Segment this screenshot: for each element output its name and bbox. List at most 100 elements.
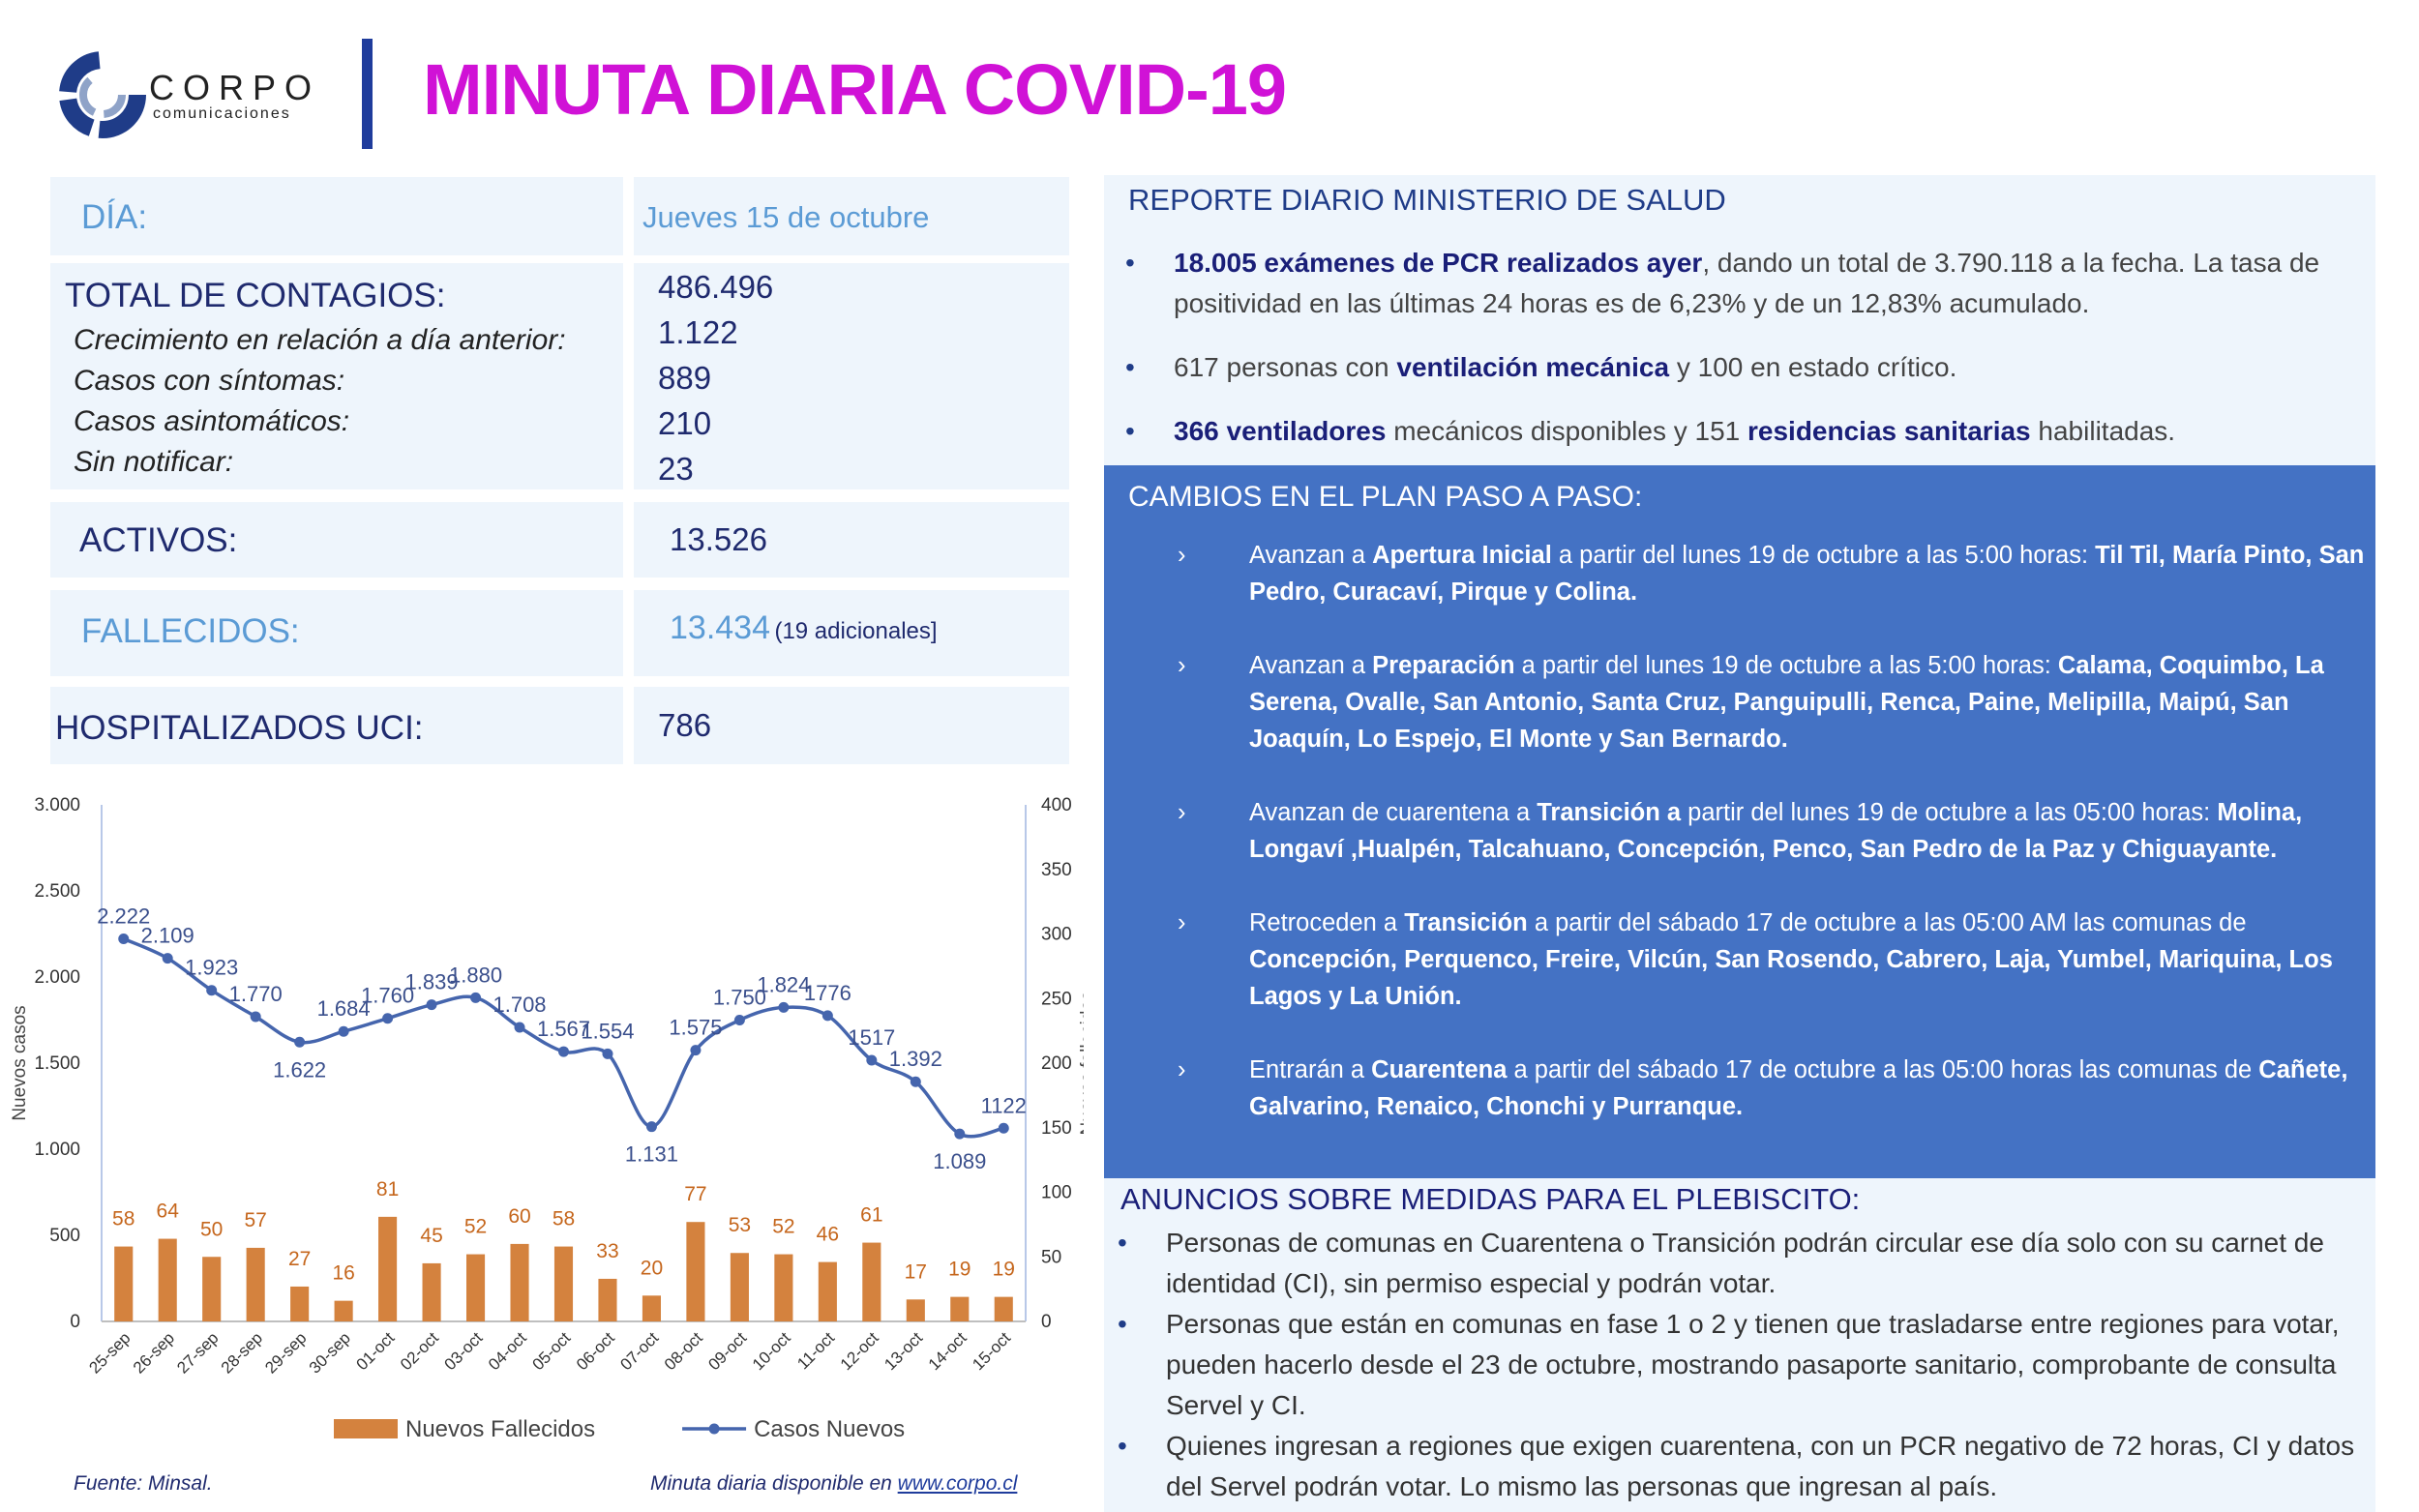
cell	[634, 590, 1069, 676]
logo-sub: comunicaciones	[153, 105, 291, 122]
divider	[362, 39, 373, 149]
value: 13.434	[670, 609, 770, 646]
chart: 0 500 1.000 1.500 2.000 2.500 3.000 0 50 100 150 20…	[10, 795, 1084, 1442]
bar	[598, 1278, 617, 1321]
text: Avanzan a	[1249, 542, 1373, 569]
bar	[158, 1238, 177, 1321]
detail-label: Casos asintomáticos:	[74, 405, 350, 437]
section-title: CAMBIOS EN EL PLAN PASO A PASO:	[1128, 481, 1643, 513]
cell	[634, 177, 1069, 255]
x-tick-label: 12-oct	[837, 1328, 882, 1374]
x-tick-label: 11-oct	[793, 1328, 838, 1373]
line-label: 1.750	[713, 986, 766, 1010]
cell	[634, 687, 1069, 764]
line-label: 1.708	[493, 993, 546, 1017]
bar-label: 17	[905, 1260, 927, 1283]
x-tick-label: 02-oct	[397, 1328, 442, 1374]
line-label: 1.770	[229, 982, 283, 1006]
line-label: 1776	[804, 981, 851, 1005]
y-tick-label: 3.000	[34, 795, 80, 815]
bar-label: 57	[244, 1209, 266, 1231]
line-point	[910, 1076, 921, 1087]
detail-value: 889	[658, 360, 712, 396]
line-point	[470, 992, 482, 1003]
y2-tick-label: 400	[1041, 795, 1072, 815]
line-point	[382, 1013, 394, 1024]
x-tick-label: 14-oct	[925, 1328, 971, 1374]
y2-tick-label: 150	[1041, 1118, 1072, 1139]
bar-label: 52	[464, 1216, 487, 1238]
bold-text: residencias sanitarias	[1747, 416, 2031, 446]
line-point	[162, 953, 173, 964]
bar-label: 81	[376, 1178, 399, 1201]
line-label: 1.880	[449, 963, 502, 987]
x-tick-label: 05-oct	[528, 1328, 574, 1374]
bar-label: 19	[948, 1259, 971, 1281]
report-section: REPORTE DIARIO MINISTERIO DE SALUD 18.00…	[1104, 175, 2375, 465]
label: HOSPITALIZADOS UCI:	[55, 709, 424, 747]
bold-text: Preparación	[1372, 652, 1515, 679]
detail-label: Sin notificar:	[74, 446, 234, 478]
cell	[634, 263, 1069, 489]
cell	[50, 502, 623, 578]
bullet: 18.005 exámenes de PCR realizados ayer, …	[1104, 243, 2356, 324]
section-title: ANUNCIOS SOBRE MEDIDAS PARA EL PLEBISCIT…	[1120, 1182, 1861, 1216]
bar-label: 61	[860, 1204, 882, 1227]
line-label: 1.824	[757, 972, 810, 996]
bar-label: 16	[332, 1262, 354, 1285]
bold-text: Transición a	[1537, 799, 1682, 826]
plebiscito-section: ANUNCIOS SOBRE MEDIDAS PARA EL PLEBISCIT…	[1104, 1178, 2375, 1512]
bold-text: Transición	[1404, 909, 1528, 936]
label: DÍA:	[81, 198, 148, 236]
x-tick-label: 09-oct	[704, 1328, 750, 1374]
line-point	[426, 999, 437, 1011]
label: TOTAL DE CONTAGIOS:	[65, 277, 446, 314]
bar	[686, 1222, 705, 1321]
line-label: 1.131	[625, 1142, 678, 1167]
line-point	[690, 1045, 702, 1056]
line-point	[866, 1054, 878, 1066]
x-tick-label: 30-sep	[306, 1328, 354, 1377]
bold-text: Calama, Coquimbo, La Serena, Ovalle, San…	[1249, 652, 2324, 753]
bar	[510, 1243, 529, 1321]
line-label: 1.567	[537, 1017, 590, 1041]
x-tick-label: 27-sep	[173, 1328, 222, 1377]
bar	[246, 1247, 265, 1321]
bar-label: 58	[112, 1208, 134, 1230]
text: a partir del lunes 19 de octubre a las 5…	[1551, 542, 2096, 569]
bar-label: 45	[420, 1225, 442, 1247]
detail-values: 1.122 889 210 23	[658, 310, 738, 491]
bar-label: 52	[772, 1216, 794, 1238]
line-point	[250, 1011, 261, 1023]
detail-value: 1.122	[658, 314, 738, 350]
y-tick-label: 0	[70, 1312, 80, 1332]
bullet: Personas que están en comunas en fase 1 …	[1104, 1304, 2375, 1426]
y-tick-label: 2.000	[34, 967, 80, 988]
bold-text: Cuarentena	[1371, 1056, 1508, 1083]
line-label: 2.109	[141, 924, 194, 948]
bold-text: Concepción, Perquenco, Freire, Vilcún, S…	[1249, 946, 2333, 1010]
bullet-list: Personas de comunas en Cuarentena o Tran…	[1104, 1223, 2375, 1507]
bar	[818, 1261, 837, 1321]
label: FALLECIDOS:	[81, 612, 300, 650]
bold-text: Cañete, Galvarino, Renaico, Chonchi y Pu…	[1249, 1056, 2348, 1120]
bold-text: Molina, Longaví ,Hualpén, Talcahuano, Co…	[1249, 799, 2303, 863]
logo-mark	[59, 51, 146, 138]
plan-item: Avanzan de cuarentena a Transición a par…	[1104, 794, 2375, 868]
bar-label: 77	[684, 1183, 706, 1205]
x-tick-label: 03-oct	[441, 1328, 487, 1374]
y2-tick-label: 100	[1041, 1183, 1072, 1203]
line-label: 1.839	[405, 970, 459, 994]
page-title: MINUTA DIARIA COVID-19	[423, 49, 1287, 130]
logo-name: CORPO	[149, 68, 321, 107]
line-label: 1.392	[889, 1047, 942, 1071]
bullet: Personas de comunas en Cuarentena o Tran…	[1104, 1223, 2375, 1304]
link[interactable]: www.corpo.cl	[897, 1472, 1018, 1495]
line-label: 1.923	[185, 956, 238, 980]
section-title: REPORTE DIARIO MINISTERIO DE SALUD	[1128, 183, 1726, 217]
cell	[50, 263, 623, 489]
bar-label: 50	[200, 1218, 223, 1240]
line-label: 1517	[848, 1025, 895, 1050]
line-point	[821, 1010, 833, 1022]
plan-item: Entrarán a Cuarentena a partir del sábad…	[1104, 1052, 2375, 1125]
